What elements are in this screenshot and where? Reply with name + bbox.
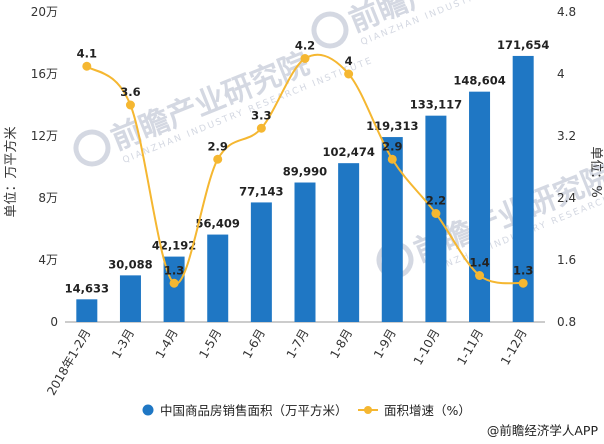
line-value-label: 2.9 <box>208 139 228 153</box>
legend-bar-marker <box>142 404 154 416</box>
bar <box>207 234 229 322</box>
bar <box>512 55 534 322</box>
legend-line-label: 面积增速（%） <box>384 403 471 418</box>
bar-value-label: 102,474 <box>322 145 374 159</box>
left-tick-label: 8万 <box>38 191 58 205</box>
bar-value-label: 119,313 <box>366 119 418 133</box>
line-value-label: 2.2 <box>426 194 446 208</box>
bar-value-label: 77,143 <box>239 184 283 198</box>
line-value-label: 2.9 <box>382 139 402 153</box>
right-axis-title: 单位：% <box>588 146 603 197</box>
x-tick-label: 1-4月 <box>153 327 181 361</box>
bar <box>76 299 98 322</box>
line-value-label: 3.3 <box>251 108 271 122</box>
line-point <box>125 100 135 110</box>
source-credit: @前瞻经济学人APP <box>487 423 599 438</box>
x-tick-label: 1-5月 <box>196 327 224 361</box>
bar-value-label: 89,990 <box>283 165 327 179</box>
bar-value-label: 171,654 <box>497 38 549 52</box>
x-axis-ticks: 2018年1-2月 1-3月 1-4月 1-5月 1-6月 1-7月 1-8月 1-9月 1-1… <box>44 327 530 398</box>
x-tick-label: 1-11月 <box>454 327 486 368</box>
bar-value-label: 56,409 <box>196 217 240 231</box>
left-tick-label: 4万 <box>38 253 58 267</box>
right-tick-label: 4.8 <box>557 5 576 19</box>
x-tick-label: 1-9月 <box>371 327 399 361</box>
bar-value-label: 30,088 <box>108 257 152 271</box>
right-tick-label: 1.6 <box>557 253 576 267</box>
bar <box>250 202 272 322</box>
x-tick-label: 1-6月 <box>240 327 268 361</box>
line-point <box>169 278 179 288</box>
bar <box>338 163 360 322</box>
legend-line-dot <box>364 406 372 414</box>
line-point <box>387 154 397 164</box>
x-tick-label: 1-12月 <box>498 327 530 368</box>
legend-bar-label: 中国商品房销售面积（万平方米） <box>160 403 348 418</box>
line-point <box>256 123 266 133</box>
bar <box>469 91 491 322</box>
line-point <box>518 278 528 288</box>
line-value-label: 4 <box>345 54 353 68</box>
line-value-label: 3.6 <box>120 85 140 99</box>
bar <box>425 115 447 323</box>
left-tick-label: 16万 <box>31 67 58 81</box>
line-point <box>82 61 92 71</box>
line-point <box>300 54 310 63</box>
left-tick-label: 20万 <box>31 5 58 19</box>
bar-series <box>76 55 534 323</box>
bar-value-label: 42,192 <box>152 239 196 253</box>
watermark-logo-icon <box>73 129 111 167</box>
right-tick-label: 4 <box>557 67 565 81</box>
bar <box>294 182 316 322</box>
line-value-label: 1.3 <box>513 263 533 277</box>
legend: 中国商品房销售面积（万平方米） 面积增速（%） <box>142 403 471 418</box>
x-tick-label: 1-7月 <box>284 327 312 361</box>
right-tick-label: 3.2 <box>557 129 576 143</box>
right-tick-label: 0.8 <box>557 315 576 329</box>
left-tick-label: 0 <box>50 315 58 329</box>
line-value-label: 4.1 <box>77 46 97 60</box>
line-point <box>475 271 485 280</box>
bar-value-label: 148,604 <box>453 74 505 88</box>
x-tick-label: 1-3月 <box>109 327 137 361</box>
bar <box>119 275 141 322</box>
x-tick-label: 1-8月 <box>327 327 355 361</box>
left-axis-ticks: 0 4万 8万 12万 16万 20万 <box>31 5 58 329</box>
line-value-label: 1.3 <box>164 263 184 277</box>
line-series <box>82 53 528 288</box>
left-tick-label: 12万 <box>31 129 58 143</box>
line-point <box>213 154 223 164</box>
watermark-logo-icon <box>311 11 349 49</box>
line-value-label: 4.2 <box>295 39 315 53</box>
bar <box>381 137 403 322</box>
x-tick-label: 2018年1-2月 <box>44 327 93 398</box>
x-tick-label: 1-10月 <box>411 327 443 368</box>
line-point <box>344 69 354 79</box>
bar-value-label: 133,117 <box>410 98 462 112</box>
line-data-labels: 4.1 3.6 1.3 2.9 3.3 4.2 4 2.9 2.2 1.4 1.3 <box>77 39 534 278</box>
line-point <box>431 209 441 218</box>
bar-value-label: 14,633 <box>65 281 109 295</box>
right-axis-ticks: 0.8 1.6 2.4 3.2 4 4.8 <box>557 5 576 329</box>
right-tick-label: 2.4 <box>557 191 576 205</box>
left-axis-title: 单位：万平方米 <box>3 126 19 217</box>
line-value-label: 1.4 <box>469 256 489 270</box>
